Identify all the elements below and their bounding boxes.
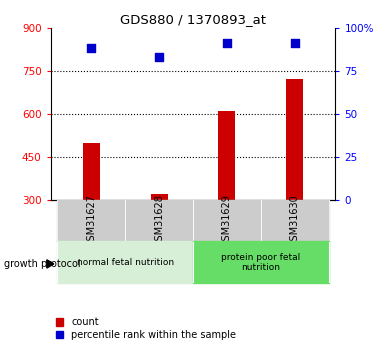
Legend: count, percentile rank within the sample: count, percentile rank within the sample bbox=[55, 317, 236, 340]
Text: GSM31627: GSM31627 bbox=[86, 194, 96, 247]
Point bbox=[224, 40, 230, 46]
Title: GDS880 / 1370893_at: GDS880 / 1370893_at bbox=[120, 13, 266, 27]
Bar bbox=[261, 200, 329, 242]
Bar bbox=[57, 200, 125, 242]
Text: normal fetal nutrition: normal fetal nutrition bbox=[77, 258, 174, 267]
Point bbox=[156, 54, 162, 60]
Bar bbox=[151, 194, 168, 286]
Text: GSM31630: GSM31630 bbox=[290, 195, 300, 247]
Bar bbox=[83, 142, 100, 286]
Bar bbox=[193, 241, 329, 283]
Bar bbox=[57, 241, 193, 283]
Point bbox=[88, 46, 94, 51]
Bar bbox=[125, 200, 193, 242]
Bar bbox=[218, 111, 236, 286]
Bar bbox=[193, 200, 261, 242]
Text: growth protocol: growth protocol bbox=[4, 259, 80, 269]
Text: GSM31629: GSM31629 bbox=[222, 194, 232, 247]
Point bbox=[292, 40, 298, 46]
Text: GSM31628: GSM31628 bbox=[154, 194, 164, 247]
Text: protein poor fetal
nutrition: protein poor fetal nutrition bbox=[221, 253, 300, 272]
Bar bbox=[286, 79, 303, 286]
